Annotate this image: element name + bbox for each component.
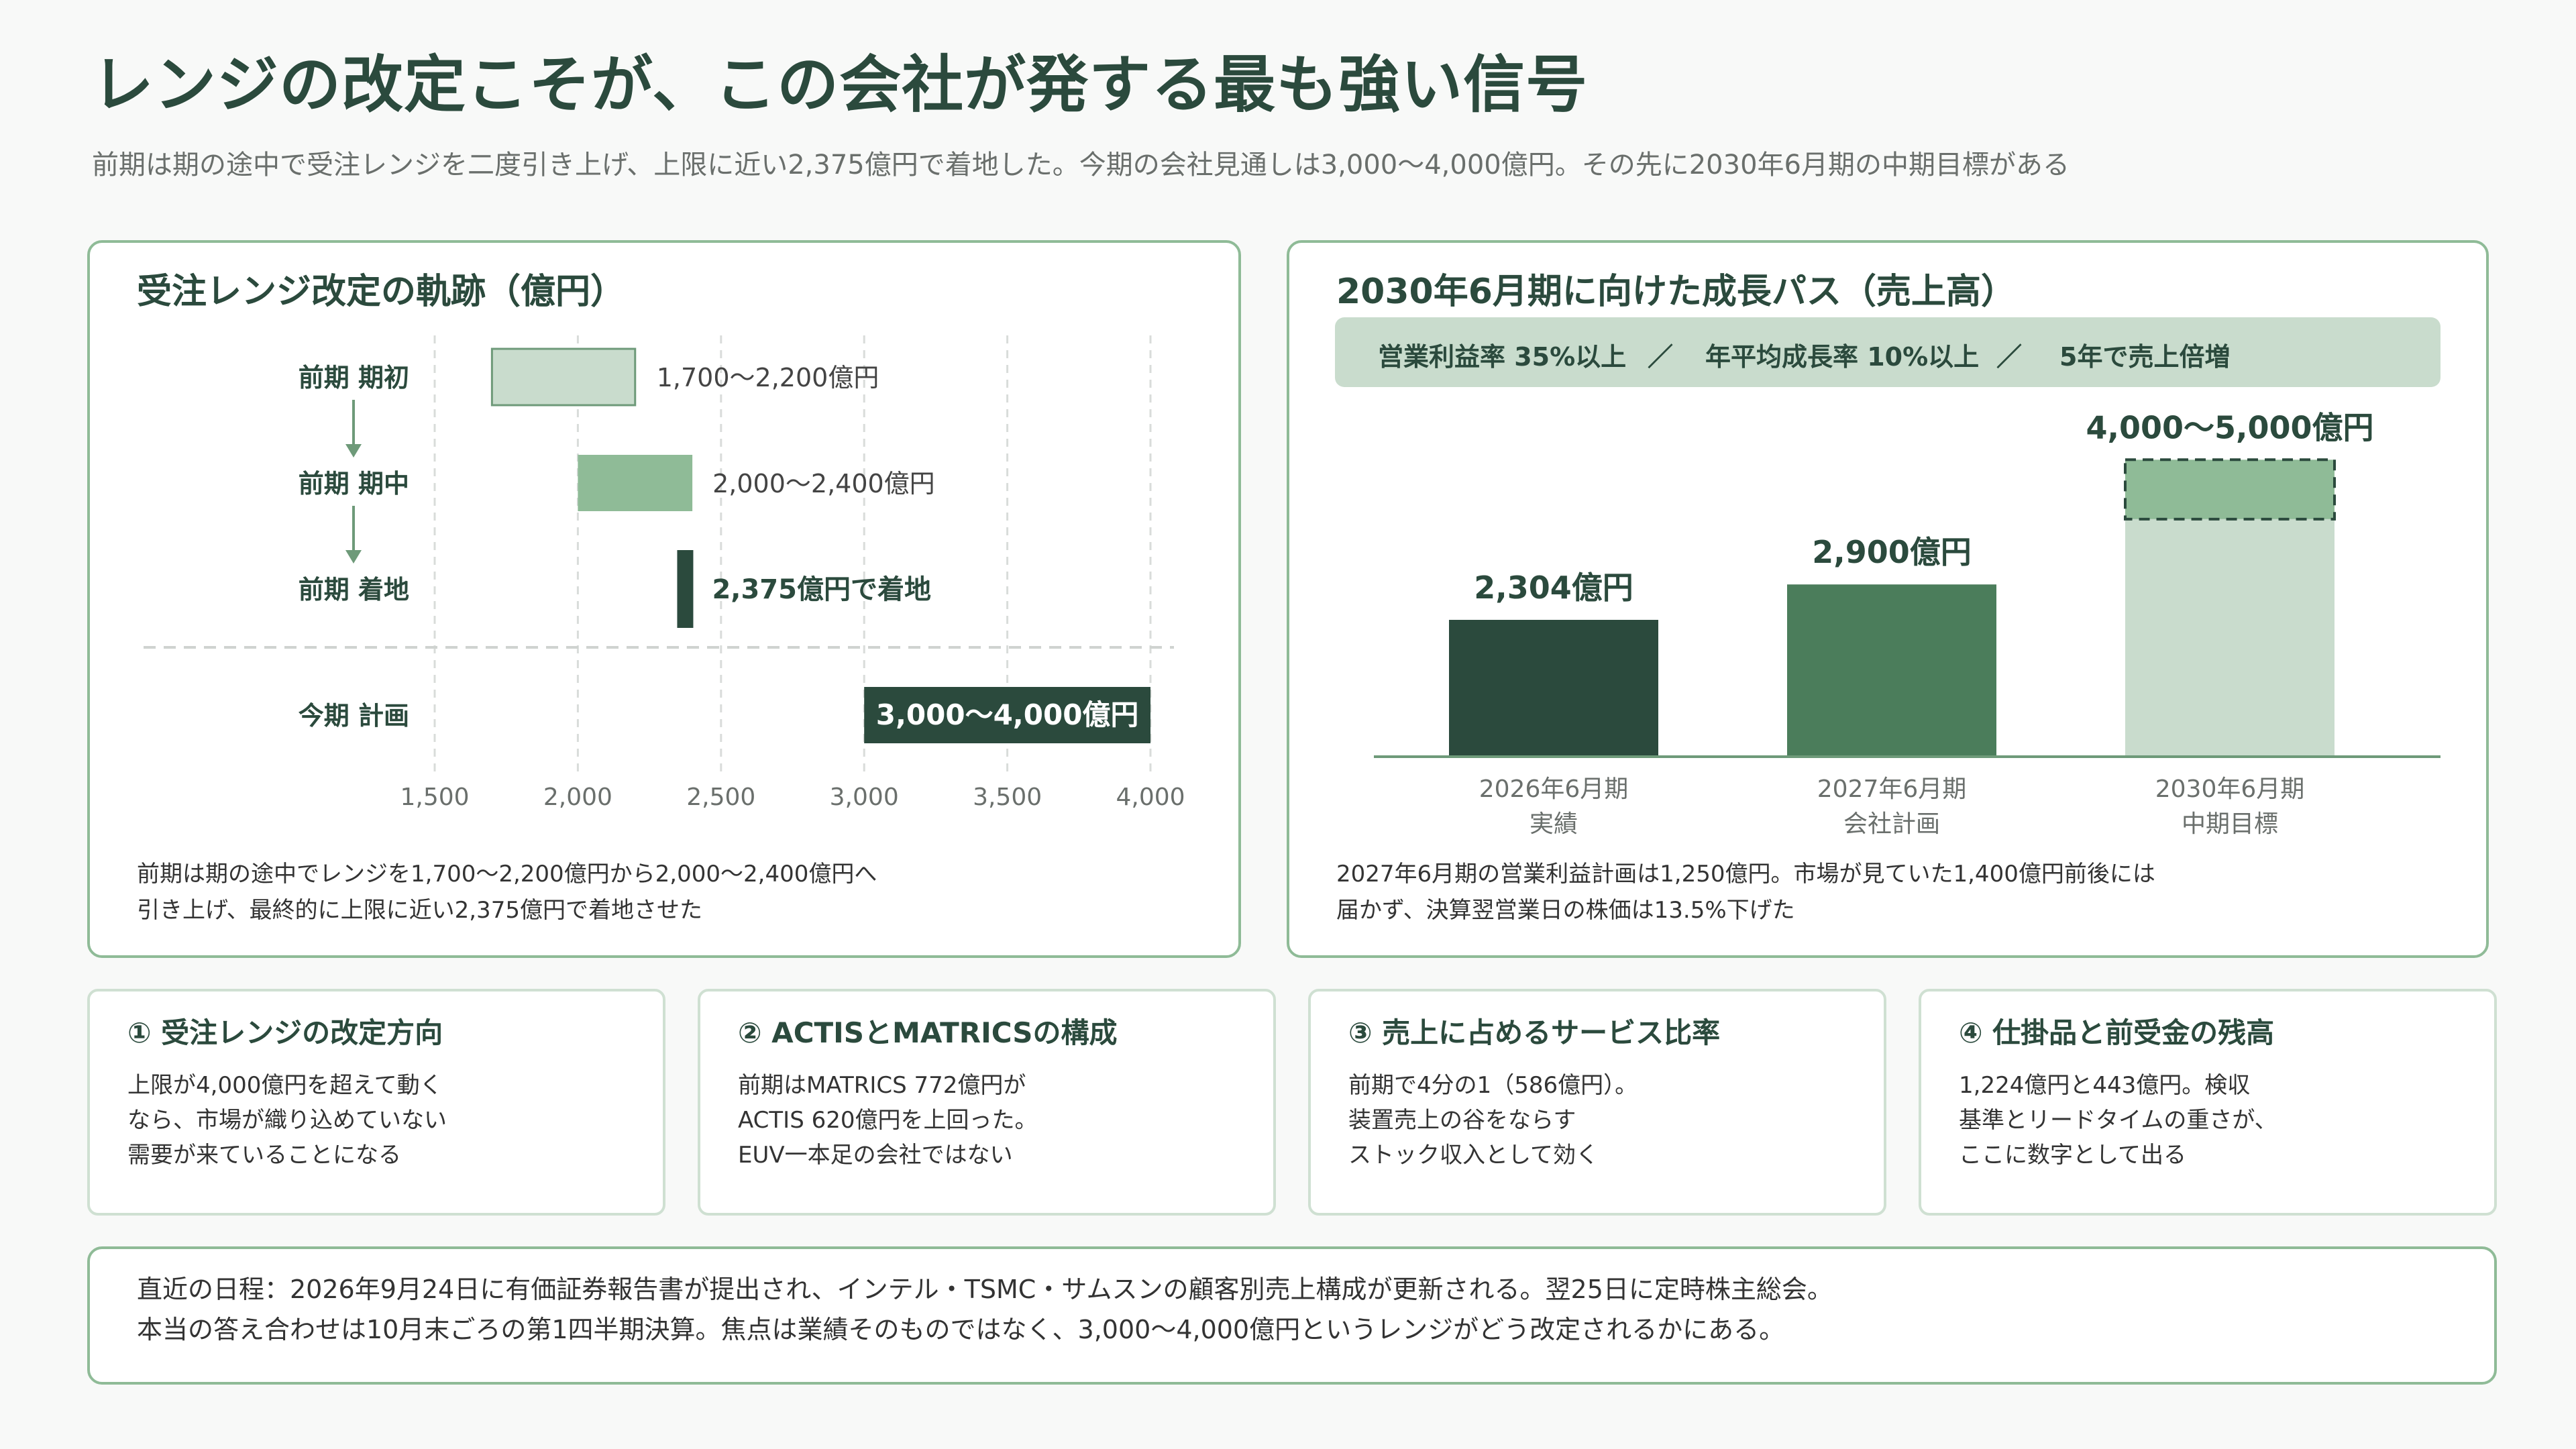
page-title: レンジの改定こそが、この会社が発する最も強い信号 <box>92 49 1589 121</box>
growth-range-band <box>2124 458 2336 521</box>
x-tick-label: 2,000 <box>543 784 612 811</box>
card-line: 前期で4分の1（586億円）。 <box>1348 1072 1638 1099</box>
card-line: ACTIS 620億円を上回った。 <box>738 1107 1038 1134</box>
growth-bar <box>1787 584 1996 757</box>
card-line: EUV一本足の会社ではない <box>738 1142 1013 1169</box>
category-label: 前期 期中 <box>299 469 409 498</box>
card-wip-advances: ④ 仕掛品と前受金の残高 1,224億円と443億円。検収 基準とリードタイムの… <box>1919 989 2497 1216</box>
range-note-line-2: 引き上げ、最終的に上限に近い2,375億円で着地させた <box>137 897 702 924</box>
range-revision-panel <box>87 240 1241 958</box>
card-service-ratio: ③ 売上に占めるサービス比率 前期で4分の1（586億円）。 装置売上の谷をなら… <box>1308 989 1886 1216</box>
card-body: 前期はMATRICS 772億円が ACTIS 620億円を上回った。 EUV一… <box>738 1068 1037 1173</box>
category-label: 前期 着地 <box>299 575 409 604</box>
card-line: なら、市場が織り込めていない <box>127 1107 447 1134</box>
category-label: 前期 期初 <box>299 363 409 392</box>
range-note-line-1: 前期は期の途中でレンジを1,700〜2,200億円から2,000〜2,400億円… <box>137 861 877 888</box>
card-line: 前期はMATRICS 772億円が <box>738 1072 1026 1099</box>
x-tick-label: 3,000 <box>830 784 899 811</box>
growth-note-line-2: 届かず、決算翌営業日の株価は13.5%下げた <box>1336 897 1795 924</box>
range-label: 2,375億円で着地 <box>712 574 931 605</box>
x-tick-sublabel: 実績 <box>1529 810 1578 838</box>
x-tick-sublabel: 中期目標 <box>2182 810 2278 838</box>
card-line: 需要が来ていることになる <box>127 1142 401 1169</box>
x-tick-label: 2027年6月期 <box>1817 775 1967 803</box>
range-bar <box>490 347 637 407</box>
x-tick-label: 2026年6月期 <box>1479 775 1629 803</box>
target-banner: 営業利益率 35%以上 ／ 年平均成長率 10%以上 ／ 5年で売上倍増 <box>1335 317 2440 387</box>
range-label: 2,000〜2,400億円 <box>712 469 935 498</box>
card-line: ストック収入として効く <box>1348 1142 1599 1169</box>
card-line: 1,224億円と443億円。検収 <box>1959 1072 2251 1099</box>
x-tick-label: 3,500 <box>973 784 1042 811</box>
range-bar <box>677 550 694 628</box>
revision-arrow-head <box>345 444 362 458</box>
revision-arrow-head <box>345 550 362 564</box>
schedule-line-2: 本当の答え合わせは10月末ごろの第1四半期決算。焦点は業績そのものではなく、3,… <box>137 1315 1785 1344</box>
x-tick-label: 2030年6月期 <box>2155 775 2305 803</box>
x-tick-label: 1,500 <box>400 784 469 811</box>
schedule-line-1: 直近の日程：2026年9月24日に有価証券報告書が提出され、インテル・TSMC・… <box>137 1275 1833 1304</box>
card-title: ④ 仕掛品と前受金の残高 <box>1959 1016 2275 1049</box>
x-tick-sublabel: 会社計画 <box>1843 810 1940 838</box>
bar-value-label: 4,000〜5,000億円 <box>2086 409 2373 445</box>
card-body: 1,224億円と443億円。検収 基準とリードタイムの重さが、 ここに数字として… <box>1959 1068 2277 1173</box>
page-subtitle: 前期は期の途中で受注レンジを二度引き上げ、上限に近い2,375億円で着地した。今… <box>92 150 2070 180</box>
range-label: 1,700〜2,200億円 <box>657 363 879 392</box>
growth-bar <box>2125 519 2334 757</box>
schedule-text: 直近の日程：2026年9月24日に有価証券報告書が提出され、インテル・TSMC・… <box>137 1269 1833 1350</box>
schedule-box: 直近の日程：2026年9月24日に有価証券報告書が提出され、インテル・TSMC・… <box>87 1246 2497 1385</box>
card-line: 上限が4,000億円を超えて動く <box>127 1072 443 1099</box>
banner-double: 5年で売上倍増 <box>2059 342 2231 372</box>
banner-sep-2: ／ <box>1996 342 2023 372</box>
x-tick-label: 2,500 <box>686 784 755 811</box>
range-label: 3,000〜4,000億円 <box>876 698 1139 731</box>
growth-note-line-1: 2027年6月期の営業利益計画は1,250億円。市場が見ていた1,400億円前後… <box>1336 861 2155 888</box>
card-product-mix: ② ACTISとMATRICSの構成 前期はMATRICS 772億円が ACT… <box>698 989 1276 1216</box>
range-chart-note: 前期は期の途中でレンジを1,700〜2,200億円から2,000〜2,400億円… <box>137 856 877 928</box>
growth-bar <box>1449 620 1658 757</box>
bar-value-label: 2,900億円 <box>1812 534 1972 570</box>
growth-chart-title: 2030年6月期に向けた成長パス（売上高） <box>1336 272 2016 312</box>
card-line: 基準とリードタイムの重さが、 <box>1959 1107 2277 1134</box>
card-range-direction: ① 受注レンジの改定方向 上限が4,000億円を超えて動く なら、市場が織り込め… <box>87 989 665 1216</box>
category-label: 今期 計画 <box>299 701 409 731</box>
x-tick-label: 4,000 <box>1116 784 1185 811</box>
card-body: 前期で4分の1（586億円）。 装置売上の谷をならす ストック収入として効く <box>1348 1068 1638 1173</box>
card-title: ③ 売上に占めるサービス比率 <box>1348 1016 1721 1049</box>
growth-chart-note: 2027年6月期の営業利益計画は1,250億円。市場が見ていた1,400億円前後… <box>1336 856 2155 928</box>
card-line: ここに数字として出る <box>1959 1142 2186 1169</box>
range-bar <box>864 687 1150 743</box>
card-line: 装置売上の谷をならす <box>1348 1107 1576 1134</box>
range-chart-title: 受注レンジ改定の軌跡（億円） <box>137 272 626 312</box>
card-body: 上限が4,000億円を超えて動く なら、市場が織り込めていない 需要が来ているこ… <box>127 1068 447 1173</box>
card-title: ② ACTISとMATRICSの構成 <box>738 1016 1118 1049</box>
bar-value-label: 2,304億円 <box>1474 570 1633 606</box>
range-bar <box>578 455 693 511</box>
card-title: ① 受注レンジの改定方向 <box>127 1016 443 1049</box>
banner-cagr: 年平均成長率 10%以上 <box>1705 342 1980 372</box>
banner-sep-1: ／ <box>1648 342 1674 372</box>
banner-margin: 営業利益率 35%以上 <box>1378 342 1627 372</box>
